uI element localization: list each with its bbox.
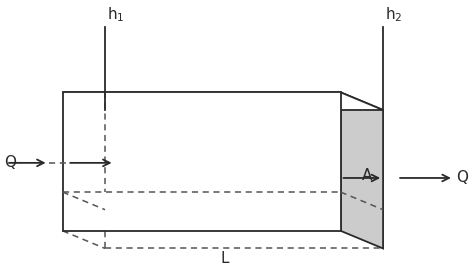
Text: h$_2$: h$_2$: [385, 6, 403, 24]
Text: h$_1$: h$_1$: [108, 6, 125, 24]
Polygon shape: [63, 92, 383, 110]
Text: Q: Q: [4, 155, 16, 170]
Text: A: A: [361, 168, 372, 183]
Text: L: L: [221, 251, 229, 266]
Polygon shape: [63, 92, 341, 231]
Text: Q: Q: [456, 170, 468, 185]
Polygon shape: [341, 92, 383, 248]
